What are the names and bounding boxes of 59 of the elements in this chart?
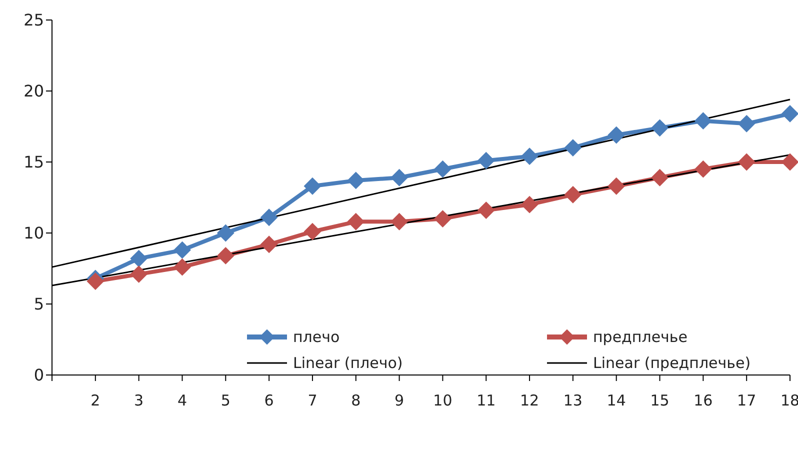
- x-tick-label: 12: [520, 392, 540, 410]
- x-tick-label: 14: [606, 392, 626, 410]
- point: [478, 152, 495, 170]
- point: [260, 208, 278, 226]
- x-tick-label: 17: [737, 392, 756, 410]
- legend-label: плечо: [293, 328, 340, 346]
- point: [390, 169, 408, 186]
- point: [434, 210, 452, 228]
- y-tick-label: 10: [24, 224, 44, 243]
- x-tick-label: 8: [351, 392, 361, 410]
- point: [174, 242, 191, 259]
- y-tick-label: 20: [24, 82, 44, 101]
- x-tick-label: 5: [220, 392, 230, 410]
- x-tick-label: 2: [90, 392, 100, 410]
- point: [651, 169, 668, 186]
- point: [564, 186, 582, 204]
- point: [694, 160, 712, 178]
- y-tick-label: 15: [24, 152, 44, 172]
- point: [130, 250, 148, 268]
- x-tick-label: 7: [308, 392, 318, 410]
- point: [608, 178, 625, 195]
- x-tick-label: 16: [694, 392, 713, 410]
- point: [521, 148, 538, 165]
- point: [304, 223, 321, 240]
- x-tick-label: 11: [476, 392, 496, 410]
- x-tick-label: 10: [433, 392, 452, 410]
- point: [608, 126, 625, 144]
- point: [86, 272, 104, 290]
- y-tick-label: 5: [34, 294, 44, 314]
- point: [260, 236, 278, 253]
- point: [564, 139, 582, 156]
- point: [390, 213, 408, 230]
- point: [782, 154, 798, 170]
- point: [304, 178, 321, 195]
- legend-label: предплечье: [593, 328, 688, 346]
- x-tick-label: 9: [394, 392, 404, 410]
- point: [478, 202, 495, 219]
- legend-label: Linear (плечо): [293, 354, 403, 372]
- x-tick-label: 6: [264, 392, 274, 410]
- point: [217, 247, 234, 264]
- point: [434, 160, 452, 178]
- x-tick-label: 3: [134, 392, 144, 410]
- x-tick-label: 15: [650, 392, 670, 410]
- point: [130, 266, 148, 283]
- point: [347, 213, 364, 230]
- point: [651, 119, 668, 136]
- x-tick-label: 13: [563, 392, 582, 410]
- point: [217, 224, 234, 242]
- point: [782, 105, 798, 122]
- point: [347, 172, 364, 189]
- y-tick-label: 0: [34, 366, 44, 385]
- point: [521, 196, 538, 214]
- point: [738, 154, 756, 170]
- point: [694, 112, 712, 130]
- x-tick-label: 4: [177, 392, 188, 410]
- point: [738, 115, 756, 132]
- point: [174, 258, 191, 276]
- legend-label: Linear (предплечье): [593, 354, 751, 372]
- y-tick-label: 25: [24, 10, 44, 30]
